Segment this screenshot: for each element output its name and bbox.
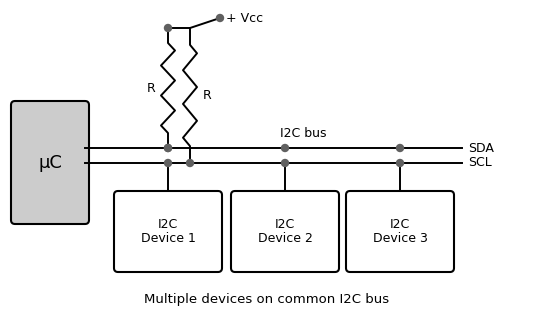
Circle shape [281, 145, 288, 152]
Circle shape [164, 159, 172, 167]
Circle shape [217, 14, 224, 21]
Circle shape [164, 25, 172, 32]
Circle shape [187, 159, 194, 167]
Circle shape [164, 145, 172, 152]
Circle shape [164, 145, 172, 152]
Text: SDA: SDA [468, 141, 494, 154]
Text: I2C
Device 1: I2C Device 1 [141, 217, 195, 245]
Circle shape [281, 159, 288, 167]
Text: R: R [147, 82, 155, 94]
Text: μC: μC [38, 153, 62, 171]
FancyBboxPatch shape [11, 101, 89, 224]
Text: R: R [203, 89, 211, 102]
Text: I2C
Device 2: I2C Device 2 [257, 217, 312, 245]
Text: + Vcc: + Vcc [226, 12, 263, 25]
Text: I2C
Device 3: I2C Device 3 [372, 217, 427, 245]
Text: I2C bus: I2C bus [280, 127, 326, 140]
Circle shape [396, 159, 403, 167]
Circle shape [396, 145, 403, 152]
Text: SCL: SCL [468, 157, 492, 169]
FancyBboxPatch shape [346, 191, 454, 272]
Text: Multiple devices on common I2C bus: Multiple devices on common I2C bus [144, 294, 389, 306]
FancyBboxPatch shape [231, 191, 339, 272]
FancyBboxPatch shape [114, 191, 222, 272]
